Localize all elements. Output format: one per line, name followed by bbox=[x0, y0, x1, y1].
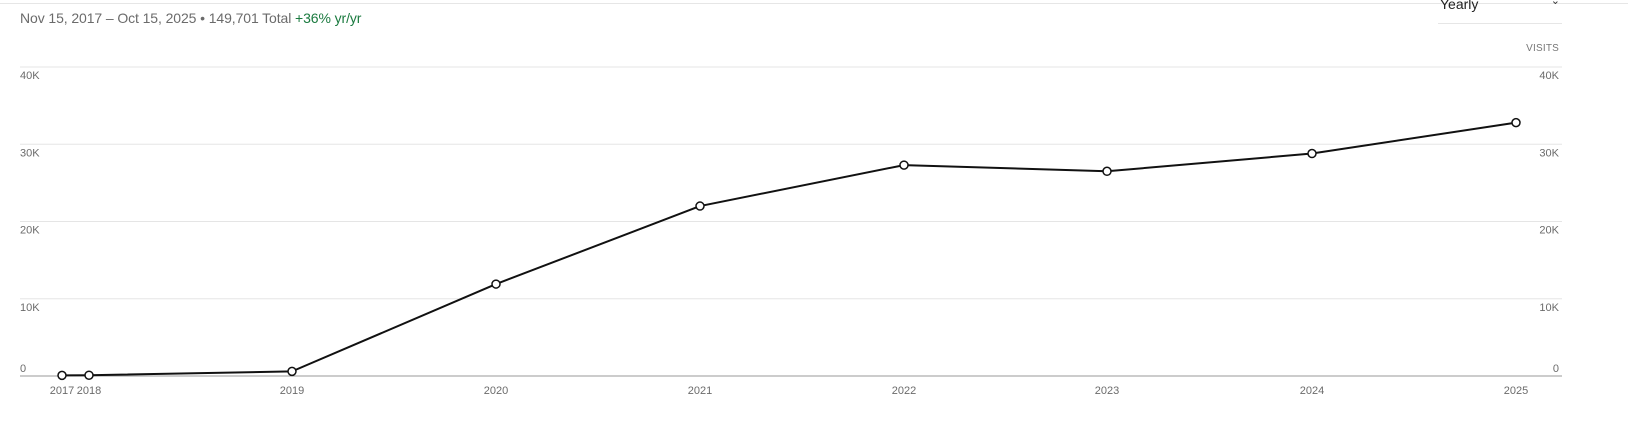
x-tick-label: 2024 bbox=[1300, 385, 1324, 397]
summary-separator: • bbox=[196, 10, 209, 26]
series-line bbox=[61, 121, 1517, 377]
period-select[interactable]: Yearly ⌄ bbox=[1438, 0, 1562, 24]
x-tick-label: 2019 bbox=[280, 385, 304, 397]
y-tick-label-left: 0 bbox=[20, 363, 26, 375]
total-visits: 149,701 Total bbox=[208, 10, 292, 26]
data-point bbox=[1511, 117, 1521, 128]
data-point bbox=[287, 366, 297, 377]
y-tick-label-left: 40K bbox=[20, 70, 40, 82]
data-point bbox=[1307, 148, 1317, 159]
data-point bbox=[84, 370, 94, 380]
x-tick-label: 2023 bbox=[1095, 385, 1119, 397]
y-tick-label-left: 20K bbox=[20, 225, 40, 237]
y-axis-unit-label: VISITS bbox=[1526, 43, 1559, 54]
x-tick-label: 2020 bbox=[484, 385, 508, 397]
x-tick-label: 2022 bbox=[892, 385, 916, 397]
top-divider bbox=[0, 3, 1628, 4]
data-point bbox=[491, 279, 501, 289]
chevron-down-icon: ⌄ bbox=[1550, 0, 1560, 7]
y-tick-label-right: 20K bbox=[1539, 225, 1559, 237]
x-tick-label: 2018 bbox=[77, 385, 101, 397]
period-select-value: Yearly bbox=[1440, 0, 1479, 12]
data-point bbox=[695, 201, 705, 211]
y-tick-label-right: 40K bbox=[1539, 70, 1559, 82]
growth-rate: +36% yr/yr bbox=[295, 10, 362, 26]
date-range-summary: Nov 15, 2017 – Oct 15, 2025 • 149,701 To… bbox=[20, 10, 361, 26]
date-range: Nov 15, 2017 – Oct 15, 2025 bbox=[20, 10, 197, 26]
y-tick-label-left: 30K bbox=[20, 147, 40, 159]
x-tick-label: 2017 bbox=[50, 385, 74, 397]
y-tick-label-right: 10K bbox=[1539, 302, 1559, 314]
y-tick-label-right: 0 bbox=[1553, 363, 1559, 375]
x-tick-label: 2025 bbox=[1504, 385, 1528, 397]
data-point bbox=[57, 370, 67, 381]
x-tick-label: 2021 bbox=[688, 385, 712, 397]
data-point bbox=[899, 160, 909, 170]
y-tick-label-left: 10K bbox=[20, 302, 40, 314]
y-tick-label-right: 30K bbox=[1539, 147, 1559, 159]
data-point bbox=[1102, 166, 1112, 177]
